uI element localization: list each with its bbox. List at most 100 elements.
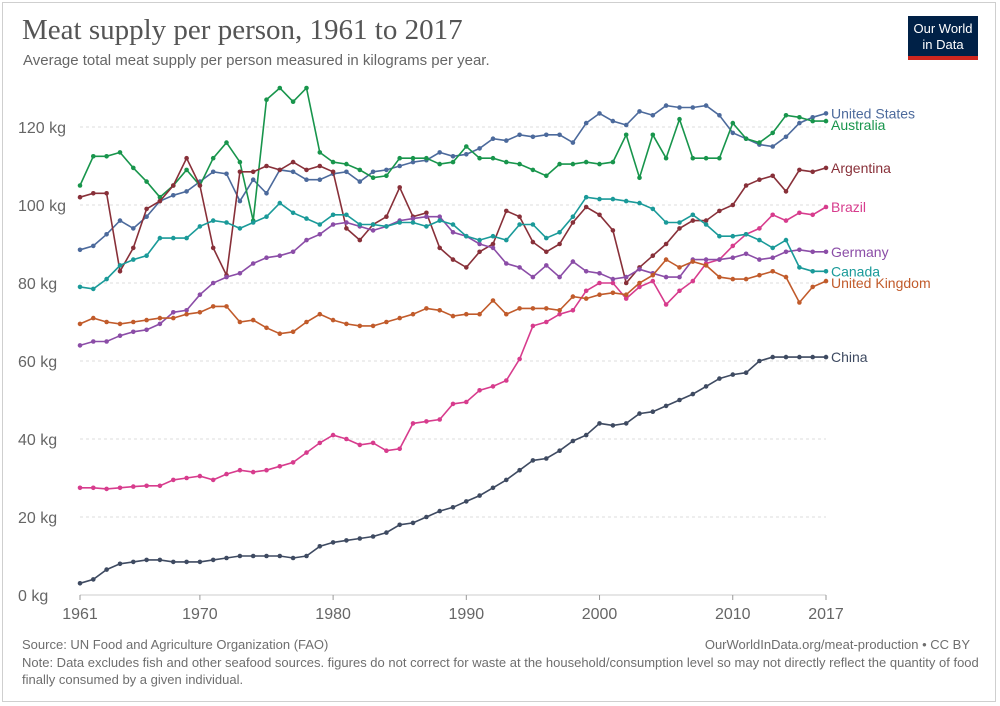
- data-point: [690, 155, 696, 161]
- data-point: [597, 292, 602, 298]
- data-point: [677, 105, 682, 110]
- data-point: [344, 321, 349, 327]
- data-point: [703, 222, 709, 227]
- data-point: [117, 333, 123, 339]
- credit-link[interactable]: OurWorldInData.org/meat-production • CC …: [704, 637, 970, 652]
- data-point: [131, 484, 136, 489]
- data-point: [317, 311, 323, 317]
- x-tick-label: 2017: [808, 606, 844, 623]
- data-point: [210, 280, 216, 286]
- data-point: [330, 540, 336, 545]
- data-point: [677, 116, 682, 122]
- data-point: [743, 276, 749, 282]
- data-point: [330, 432, 336, 438]
- data-point: [450, 257, 456, 262]
- data-point: [171, 310, 176, 315]
- data-point: [810, 269, 815, 274]
- data-point: [690, 105, 696, 110]
- data-point: [131, 245, 136, 251]
- data-point: [450, 505, 456, 510]
- data-point: [131, 226, 136, 231]
- data-point: [544, 306, 549, 311]
- data-point: [517, 132, 522, 138]
- data-point: [730, 233, 736, 239]
- data-point: [344, 436, 349, 442]
- data-point: [610, 196, 616, 202]
- data-point: [197, 183, 203, 188]
- data-point: [597, 196, 602, 202]
- data-point: [117, 218, 123, 223]
- data-point: [770, 130, 775, 136]
- data-point: [330, 212, 336, 218]
- data-point: [623, 122, 629, 128]
- data-point: [557, 448, 562, 454]
- data-point: [91, 154, 96, 159]
- data-point: [184, 308, 189, 313]
- data-point: [690, 259, 696, 264]
- data-point: [117, 561, 123, 567]
- data-point: [637, 109, 642, 114]
- data-point: [437, 245, 443, 251]
- data-point: [450, 313, 456, 319]
- data-point: [690, 278, 696, 284]
- data-point: [144, 317, 149, 323]
- data-point: [703, 384, 709, 389]
- data-point: [517, 161, 522, 167]
- data-point: [237, 159, 243, 165]
- data-point: [424, 514, 429, 520]
- data-point: [743, 370, 749, 376]
- y-tick-label: 40 kg: [18, 432, 57, 449]
- data-point: [464, 311, 469, 317]
- data-point: [757, 177, 762, 182]
- data-point: [783, 134, 789, 140]
- data-point: [477, 237, 482, 243]
- data-point: [717, 257, 722, 262]
- data-point: [490, 245, 496, 251]
- data-point: [250, 177, 256, 182]
- data-point: [730, 202, 736, 208]
- data-point: [583, 432, 589, 438]
- data-point: [810, 115, 815, 120]
- owid-logo[interactable]: Our World in Data: [908, 16, 978, 60]
- data-point: [464, 144, 469, 149]
- data-point: [690, 218, 696, 223]
- data-point: [224, 171, 229, 177]
- data-point: [570, 140, 576, 145]
- data-point: [304, 167, 309, 173]
- data-point: [370, 323, 376, 329]
- data-point: [450, 222, 456, 227]
- data-point: [397, 220, 403, 225]
- data-point: [250, 261, 256, 266]
- data-point: [663, 220, 669, 225]
- data-point: [703, 155, 709, 161]
- y-tick-label: 20 kg: [18, 510, 57, 527]
- data-point: [370, 534, 376, 539]
- data-point: [264, 325, 269, 331]
- data-point: [717, 113, 722, 118]
- data-point: [583, 194, 589, 200]
- data-point: [650, 278, 656, 284]
- data-point: [504, 378, 509, 383]
- data-point: [317, 440, 323, 446]
- data-point: [823, 118, 829, 124]
- data-point: [504, 311, 509, 317]
- data-point: [504, 477, 509, 483]
- data-point: [663, 103, 669, 108]
- data-point: [770, 255, 775, 260]
- data-point: [504, 237, 509, 243]
- data-point: [557, 132, 562, 138]
- data-point: [410, 159, 416, 165]
- data-point: [597, 421, 602, 426]
- data-point: [384, 319, 389, 325]
- series-label: United Kingdom: [831, 275, 931, 291]
- data-point: [544, 132, 549, 138]
- data-point: [597, 111, 602, 116]
- data-point: [757, 226, 762, 231]
- data-point: [104, 154, 109, 159]
- data-point: [517, 222, 522, 227]
- data-point: [810, 354, 815, 360]
- data-point: [144, 214, 149, 219]
- data-point: [530, 167, 536, 173]
- data-point: [677, 220, 682, 225]
